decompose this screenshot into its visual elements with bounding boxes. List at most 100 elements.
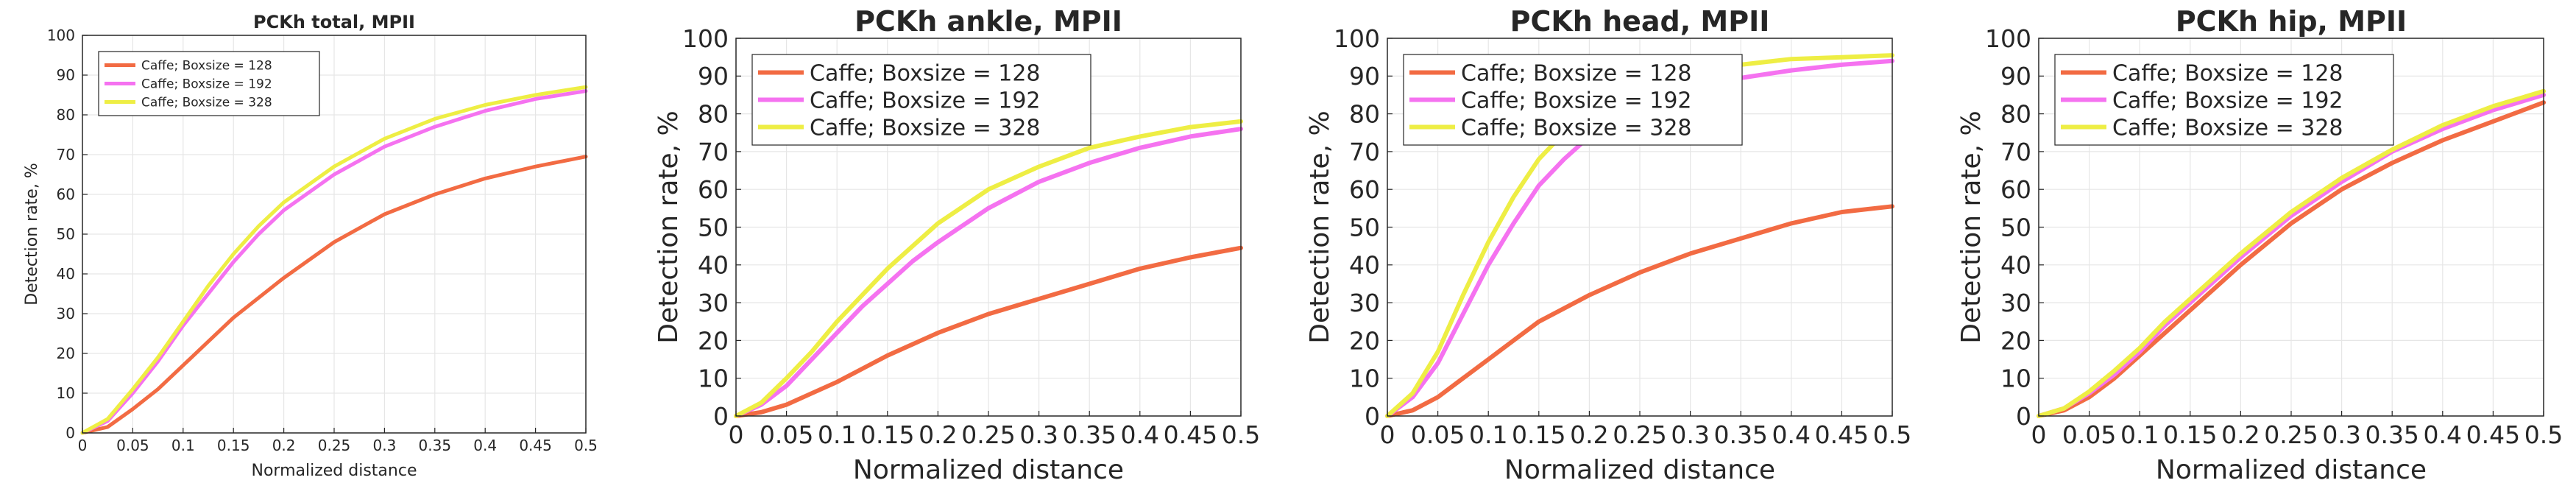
chart-1: 0 0.05 0.1 0.15 0.2 0.25 0.3 0.35 0.4 0.45 0.5 0 10 2… xyxy=(23,12,598,480)
chart-4: 0 0.05 0.1 0.15 0.2 0.25 0.3 0.35 0.4 0.45 0.50102… xyxy=(1956,5,2563,483)
x-tick-label: 0.2 xyxy=(272,437,296,454)
y-tick-label: 50 xyxy=(1349,213,1380,242)
x-tick-label: 0.35 xyxy=(419,437,452,454)
x-axis-label: Normalized distance xyxy=(1504,455,1775,483)
y-tick-label: 40 xyxy=(698,251,729,280)
x-tick-label: 0.45 xyxy=(1164,420,1217,449)
series-line-3 xyxy=(80,85,588,435)
x-tick-label: 0.5 xyxy=(574,437,598,454)
x-tick-label: 0.1 xyxy=(1469,420,1507,449)
x-tick-label: 0.25 xyxy=(318,437,351,454)
y-tick-label: 0 xyxy=(713,402,729,431)
y-tick-label: 0 xyxy=(66,424,75,442)
y-tick-label: 60 xyxy=(698,175,729,204)
x-tick-label: 0 xyxy=(729,420,744,449)
x-tick-label: 0.4 xyxy=(1772,420,1811,449)
legend-label-1: Caffe; Boxsize = 128 xyxy=(2112,60,2343,86)
x-tick-label: 0.1 xyxy=(818,420,856,449)
y-tick-label: 90 xyxy=(698,62,729,91)
x-tick-label: 0.3 xyxy=(372,437,396,454)
y-tick-label: 50 xyxy=(57,225,75,243)
legend-label-3: Caffe; Boxsize = 328 xyxy=(141,96,272,110)
y-tick-label: 90 xyxy=(57,66,75,84)
legend-label-3: Caffe; Boxsize = 328 xyxy=(2112,115,2343,141)
y-tick-label: 90 xyxy=(2000,62,2031,91)
y-tick-label: 90 xyxy=(1349,62,1380,91)
x-tick-label: 0.1 xyxy=(171,437,195,454)
chart-title: PCKh total, MPII xyxy=(253,12,415,32)
x-tick-label: 0.35 xyxy=(1062,420,1116,449)
y-tick-label: 80 xyxy=(2000,99,2031,128)
y-tick-label: 60 xyxy=(1349,175,1380,204)
x-axis-label: Normalized distance xyxy=(853,455,1124,483)
y-tick-label: 70 xyxy=(57,146,75,163)
y-tick-label: 80 xyxy=(57,106,75,124)
y-axis-label: Detection rate, % xyxy=(23,163,41,305)
x-tick-label: 0.2 xyxy=(1570,420,1608,449)
x-tick-label: 0.25 xyxy=(2264,420,2318,449)
y-tick-label: 50 xyxy=(698,213,729,242)
series-line-3 xyxy=(2037,88,2546,418)
legend-label-2: Caffe; Boxsize = 192 xyxy=(141,77,272,92)
series-line-3 xyxy=(734,119,1243,418)
y-tick-label: 80 xyxy=(1349,99,1380,128)
legend-label-1: Caffe; Boxsize = 128 xyxy=(1461,60,1692,86)
x-tick-label: 0.2 xyxy=(919,420,957,449)
series-line-2 xyxy=(80,89,588,435)
x-tick-label: 0 xyxy=(2031,420,2047,449)
x-tick-label: 0.15 xyxy=(217,437,250,454)
x-tick-label: 0 xyxy=(78,437,88,454)
x-tick-label: 0.05 xyxy=(116,437,149,454)
y-tick-label: 20 xyxy=(57,345,75,362)
legend-label-3: Caffe; Boxsize = 328 xyxy=(810,115,1041,141)
y-tick-label: 40 xyxy=(2000,251,2031,280)
x-tick-label: 0.05 xyxy=(1411,420,1465,449)
x-tick-label: 0.4 xyxy=(1121,420,1159,449)
y-tick-label: 20 xyxy=(2000,326,2031,355)
x-tick-label: 0.15 xyxy=(2163,420,2217,449)
x-tick-label: 0.25 xyxy=(961,420,1015,449)
y-tick-label: 70 xyxy=(698,138,729,166)
y-tick-label: 0 xyxy=(2016,402,2031,431)
y-tick-label: 30 xyxy=(57,305,75,322)
y-tick-label: 70 xyxy=(2000,138,2031,166)
x-tick-label: 0.15 xyxy=(1512,420,1565,449)
legend-label-2: Caffe; Boxsize = 192 xyxy=(810,88,1041,113)
x-tick-label: 0.25 xyxy=(1613,420,1666,449)
series-line-1 xyxy=(734,245,1243,418)
x-axis-label: Normalized distance xyxy=(2156,455,2427,483)
y-axis-label: Detection rate, % xyxy=(654,110,684,344)
x-tick-label: 0.5 xyxy=(1222,420,1260,449)
chart-3: 0 0.05 0.1 0.15 0.2 0.25 0.3 0.35 0.4 0.45 0.50102… xyxy=(1305,5,1911,483)
y-tick-label: 30 xyxy=(1349,289,1380,317)
y-tick-label: 30 xyxy=(2000,289,2031,317)
y-tick-label: 80 xyxy=(698,99,729,128)
x-tick-label: 0.5 xyxy=(2524,420,2563,449)
y-tick-label: 10 xyxy=(698,364,729,393)
x-tick-label: 0.15 xyxy=(860,420,914,449)
x-tick-label: 0.4 xyxy=(2424,420,2462,449)
legend-label-2: Caffe; Boxsize = 192 xyxy=(2112,88,2343,113)
y-tick-label: 10 xyxy=(2000,364,2031,393)
chart-title: PCKh hip, MPII xyxy=(2176,5,2407,38)
x-tick-label: 0.05 xyxy=(760,420,813,449)
y-tick-label: 0 xyxy=(1365,402,1380,431)
series-line-1 xyxy=(2037,100,2546,418)
y-tick-label: 40 xyxy=(1349,251,1380,280)
y-tick-label: 60 xyxy=(57,186,75,203)
chart-title: PCKh head, MPII xyxy=(1510,5,1770,38)
y-axis-label: Detection rate, % xyxy=(1305,110,1335,344)
y-tick-label: 20 xyxy=(1349,326,1380,355)
y-tick-label: 50 xyxy=(2000,213,2031,242)
x-tick-label: 0.35 xyxy=(2365,420,2418,449)
x-tick-label: 0.35 xyxy=(1713,420,1767,449)
legend-box xyxy=(751,54,1091,146)
legend-label-3: Caffe; Boxsize = 328 xyxy=(1461,115,1692,141)
legend-label-1: Caffe; Boxsize = 128 xyxy=(810,60,1041,86)
x-axis-label: Normalized distance xyxy=(252,462,417,480)
legend-label-2: Caffe; Boxsize = 192 xyxy=(1461,88,1692,113)
series-line-1 xyxy=(80,155,588,435)
y-tick-label: 20 xyxy=(698,326,729,355)
x-tick-label: 0.45 xyxy=(519,437,552,454)
